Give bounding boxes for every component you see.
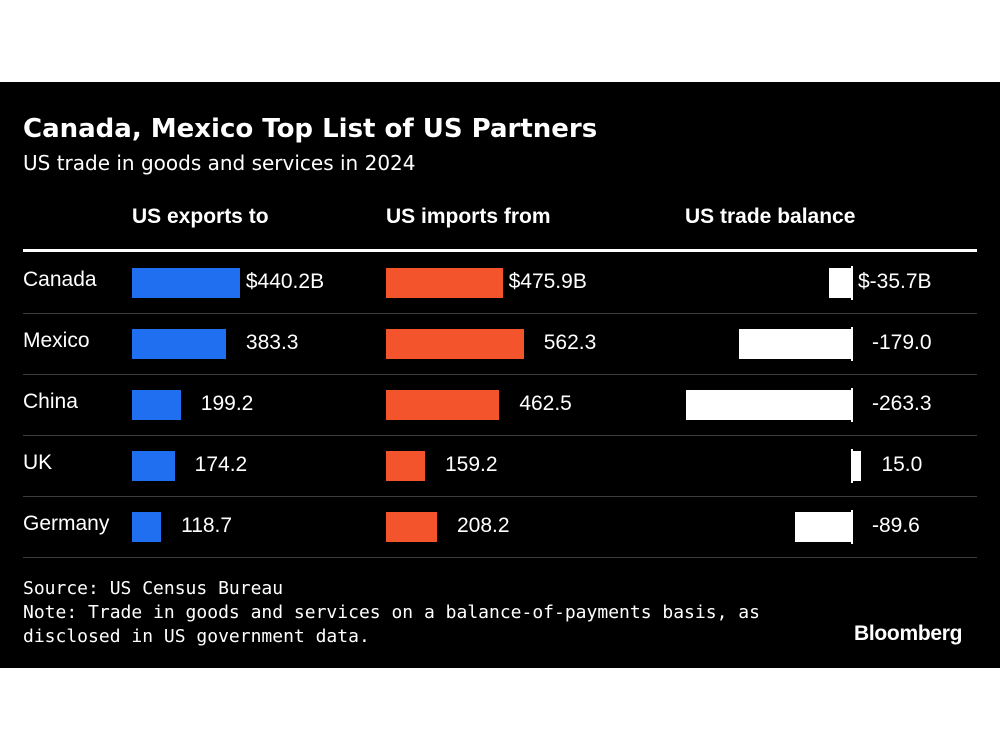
value-label-imports: 462.5 xyxy=(519,392,572,415)
row-divider xyxy=(23,557,977,558)
bar-exports xyxy=(132,390,181,420)
note-line-1: Note: Trade in goods and services on a b… xyxy=(23,602,760,623)
row-label-china: China xyxy=(23,390,78,413)
bar-imports xyxy=(386,451,425,481)
balance-zero-line xyxy=(851,266,853,300)
chart-title: Canada, Mexico Top List of US Partners xyxy=(23,114,598,144)
bar-exports xyxy=(132,451,175,481)
balance-zero-line xyxy=(851,449,853,483)
bar-balance xyxy=(795,512,852,542)
value-label-imports: 562.3 xyxy=(543,331,597,354)
bar-balance xyxy=(829,268,852,298)
bar-balance xyxy=(685,390,852,420)
row-label-uk: UK xyxy=(23,451,53,474)
value-label-balance: -89.6 xyxy=(872,514,920,537)
row-label-germany: Germany xyxy=(23,512,110,535)
note-line-2: disclosed in US government data. xyxy=(23,626,370,647)
balance-zero-line xyxy=(851,327,853,361)
bar-exports xyxy=(132,329,226,359)
bar-imports xyxy=(386,268,503,298)
bar-imports xyxy=(386,512,437,542)
row-divider xyxy=(23,496,977,497)
value-label-balance: -179.0 xyxy=(872,331,932,354)
column-header-exports: US exports to xyxy=(132,205,269,228)
balance-zero-line xyxy=(851,510,853,544)
value-label-balance: 15.0 xyxy=(881,453,923,476)
header-rule xyxy=(23,249,977,252)
row-divider xyxy=(23,435,977,436)
bar-balance xyxy=(852,451,862,481)
bloomberg-logo: Bloomberg xyxy=(854,622,963,645)
balance-zero-line xyxy=(851,388,853,422)
value-label-exports: $440.2B xyxy=(245,270,325,293)
value-label-balance: -263.3 xyxy=(872,392,932,415)
bar-exports xyxy=(132,512,162,542)
row-label-mexico: Mexico xyxy=(23,329,90,352)
column-header-imports: US imports from xyxy=(386,205,551,228)
column-header-balance: US trade balance xyxy=(685,205,856,228)
value-label-exports: 118.7 xyxy=(181,514,233,537)
row-divider xyxy=(23,374,977,375)
value-label-exports: 383.3 xyxy=(245,331,299,354)
bar-imports xyxy=(386,329,524,359)
row-divider xyxy=(23,313,977,314)
value-label-imports: 208.2 xyxy=(457,514,510,537)
value-label-balance: $-35.7B xyxy=(858,270,932,293)
value-label-exports: 174.2 xyxy=(194,453,248,476)
bar-imports xyxy=(386,390,500,420)
bar-balance xyxy=(739,329,852,359)
chart-panel xyxy=(0,82,1000,668)
bar-exports xyxy=(132,268,240,298)
value-label-imports: 159.2 xyxy=(445,453,498,476)
value-label-imports: $475.9B xyxy=(508,270,587,293)
source-note: Source: US Census Bureau xyxy=(23,578,284,599)
value-label-exports: 199.2 xyxy=(200,392,254,415)
row-label-canada: Canada xyxy=(23,268,97,291)
chart-subtitle: US trade in goods and services in 2024 xyxy=(23,151,416,175)
